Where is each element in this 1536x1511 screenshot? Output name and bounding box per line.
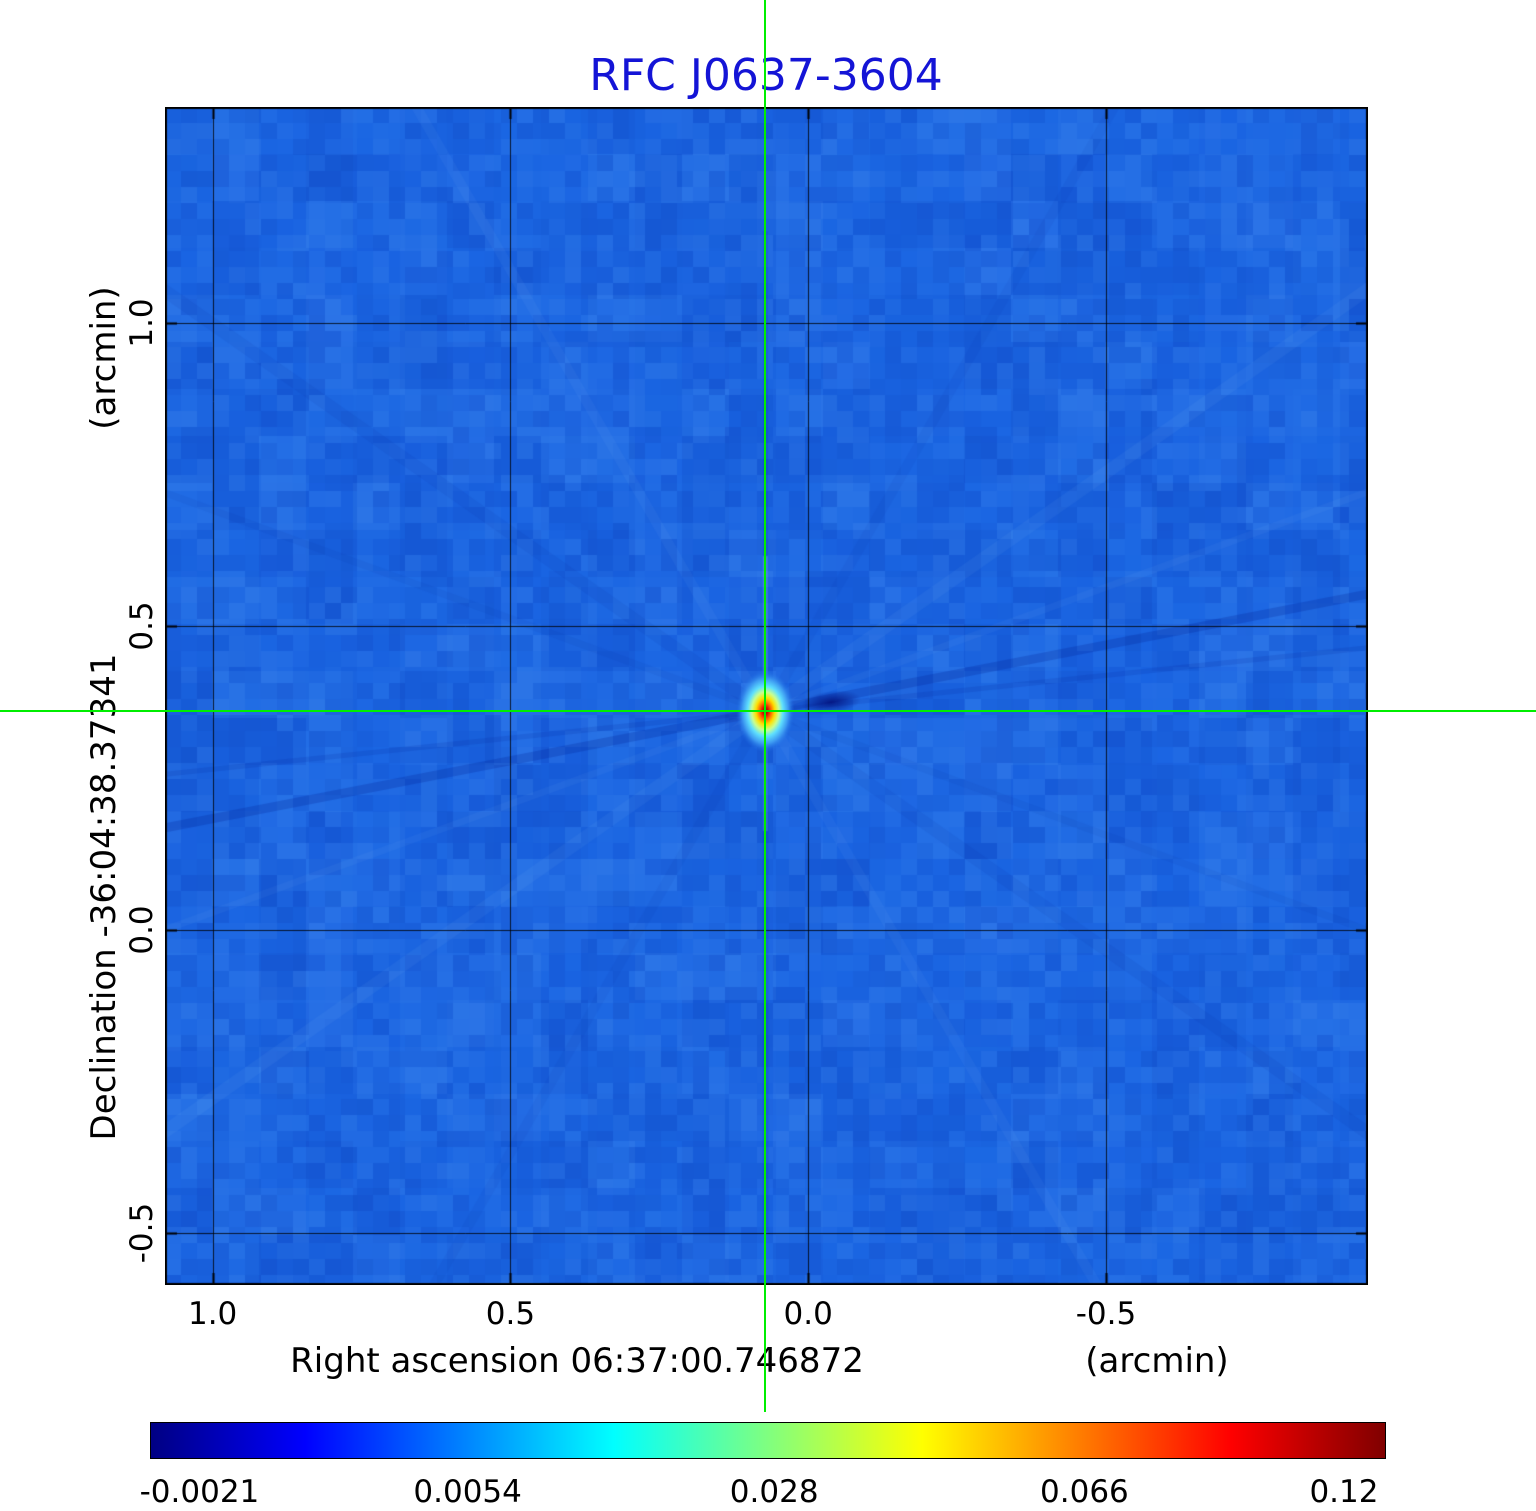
colorbar-tick-label: 0.066 xyxy=(1040,1474,1129,1510)
y-axis-label: Declination -36:04:38.37341 xyxy=(84,653,124,1141)
y-axis-unit-label: (arcmin) xyxy=(84,286,124,430)
x-tick-label: -0.5 xyxy=(1075,1296,1137,1332)
crosshair-vertical-line xyxy=(764,0,767,1412)
crosshair-horizontal-line xyxy=(0,710,1536,713)
x-axis-label: Right ascension 06:37:00.746872 xyxy=(290,1341,864,1381)
colorbar-tick-label: 0.028 xyxy=(729,1474,819,1510)
x-axis-unit-label: (arcmin) xyxy=(1085,1341,1229,1381)
sky-map-image xyxy=(165,107,1368,1285)
colorbar-tick-label: 0.0054 xyxy=(413,1474,522,1510)
y-tick-label: 0.0 xyxy=(124,905,160,955)
y-tick-label: -0.5 xyxy=(124,1203,160,1264)
colorbar-gradient xyxy=(150,1422,1386,1459)
colorbar-tick-label: 0.12 xyxy=(1309,1474,1379,1510)
colorbar-tick-label: -0.0021 xyxy=(139,1474,260,1510)
x-tick-label: 0.5 xyxy=(485,1296,536,1332)
x-tick-label: 0.0 xyxy=(783,1296,833,1332)
x-tick-label: 1.0 xyxy=(187,1296,238,1332)
y-tick-label: 1.0 xyxy=(124,297,160,348)
y-tick-label: 0.5 xyxy=(124,601,160,651)
